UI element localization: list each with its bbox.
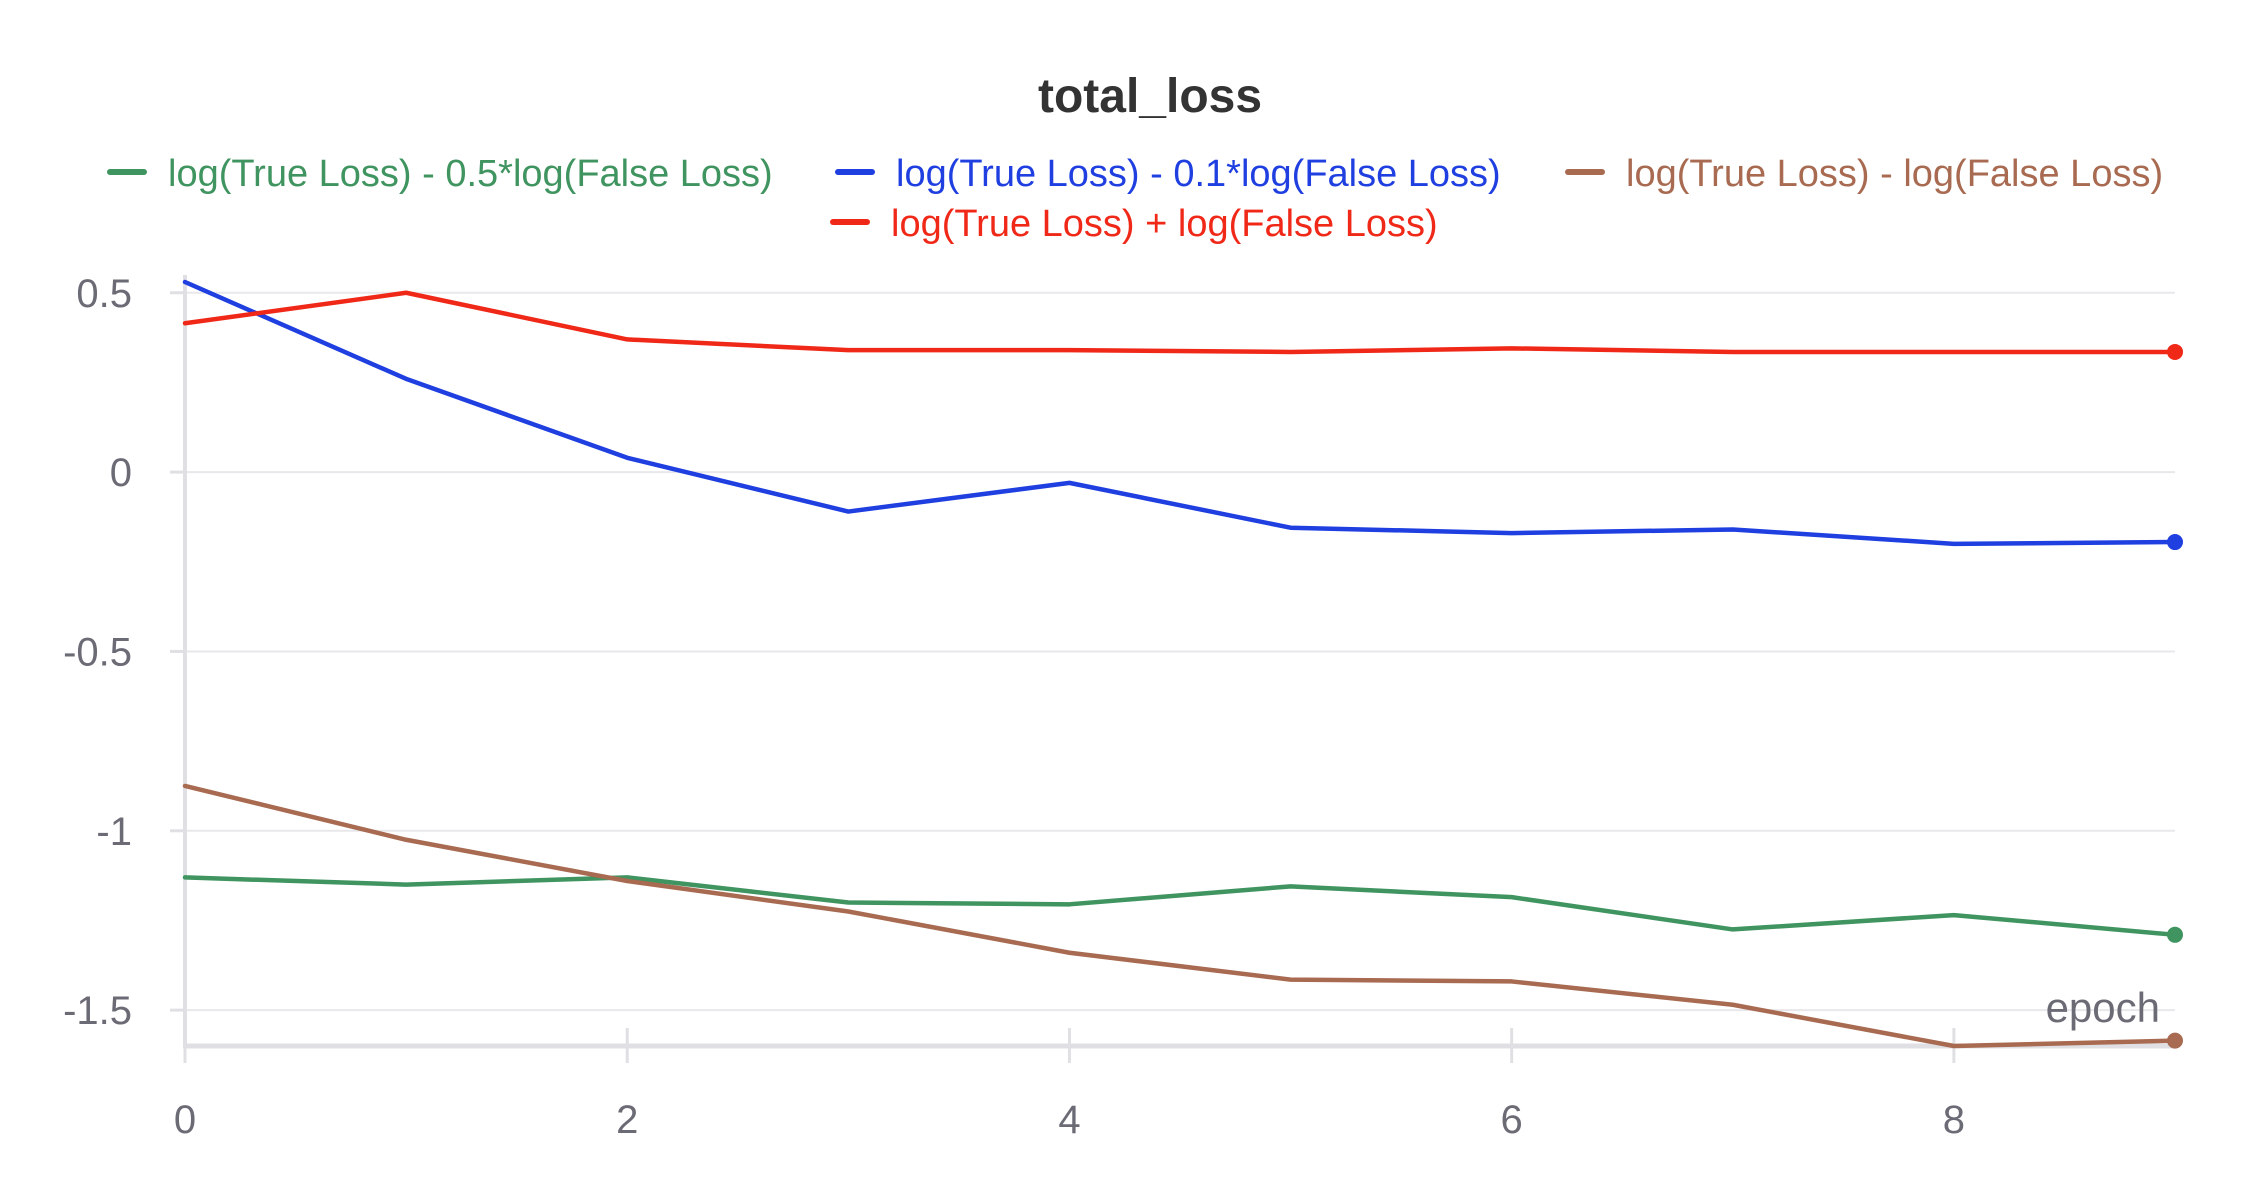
x-tick-label: 8	[1943, 1098, 1965, 1142]
legend-label: log(True Loss) - 0.5*log(False Loss)	[168, 153, 773, 195]
series-end-marker-2	[2167, 534, 2183, 551]
series-end-marker-4	[2167, 343, 2183, 360]
x-tick-label: 0	[174, 1098, 196, 1142]
legend-item-2: log(True Loss) - 0.1*log(False Loss)	[835, 153, 1501, 195]
x-axis-label: epoch	[2046, 984, 2160, 1031]
series-lines	[182, 279, 2183, 1049]
series-line-3	[182, 783, 2178, 1049]
legend-label: log(True Loss) - log(False Loss)	[1626, 153, 2163, 195]
y-tick-label: -1.5	[63, 989, 132, 1033]
legend-label: log(True Loss) - 0.1*log(False Loss)	[896, 153, 1501, 195]
series-end-marker-1	[2167, 926, 2183, 943]
legend: log(True Loss) - 0.5*log(False Loss) log(…	[107, 153, 2163, 245]
legend-item-4: log(True Loss) + log(False Loss)	[830, 203, 1438, 245]
legend-label: log(True Loss) + log(False Loss)	[891, 203, 1438, 245]
x-tick-label: 2	[616, 1098, 638, 1142]
grid: 0.5 0 -0.5 -1 -1.5	[63, 272, 2175, 1033]
y-tick-label: 0	[110, 451, 132, 495]
x-tick-label: 6	[1501, 1098, 1523, 1142]
legend-item-1: log(True Loss) - 0.5*log(False Loss)	[107, 153, 773, 195]
series-end-marker-3	[2167, 1032, 2183, 1049]
series-line-2	[182, 279, 2178, 547]
series-line-1	[182, 875, 2178, 938]
legend-item-3: log(True Loss) - log(False Loss)	[1565, 153, 2163, 195]
y-tick-label: 0.5	[76, 272, 132, 316]
axes: 0 2 4 6 8	[174, 275, 2175, 1142]
chart-title: total_loss	[1038, 70, 1262, 123]
x-tick-label: 4	[1058, 1098, 1080, 1142]
y-tick-label: -1	[96, 810, 132, 854]
series-line-4	[182, 290, 2178, 355]
y-tick-label: -0.5	[63, 630, 132, 674]
